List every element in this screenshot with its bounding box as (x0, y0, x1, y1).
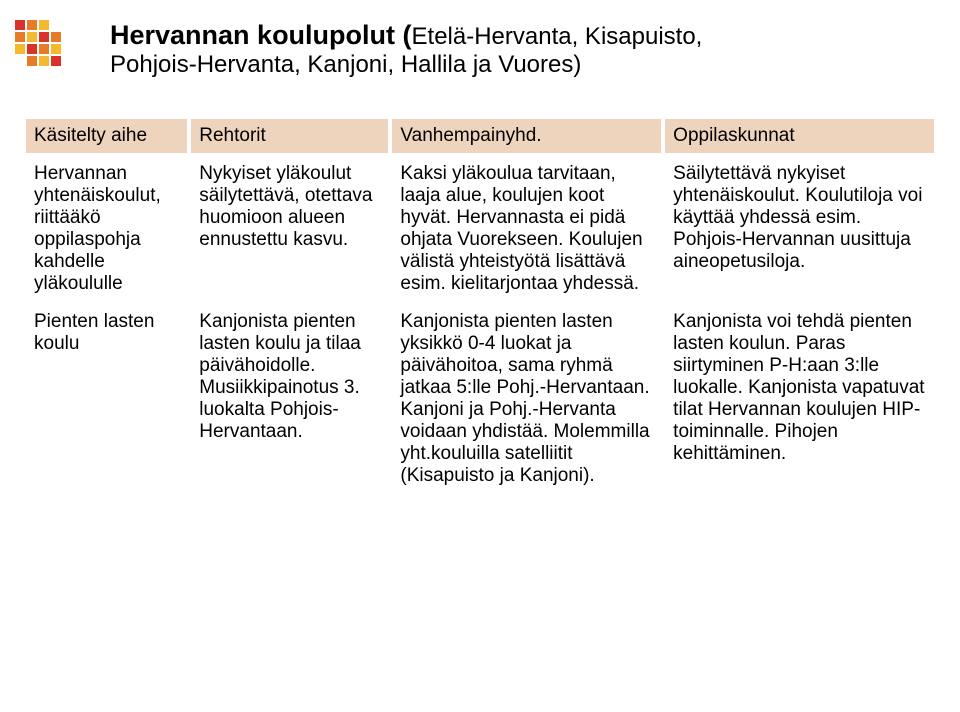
content-table: Käsitelty aihe Rehtorit Vanhempainyhd. O… (22, 115, 938, 497)
cell-oppilas: Kanjonista voi tehdä pienten lasten koul… (665, 305, 934, 493)
col-header-topic: Käsitelty aihe (26, 119, 187, 153)
table-row: Pienten lasten koulu Kanjonista pienten … (26, 305, 934, 493)
col-header-oppilas: Oppilaskunnat (665, 119, 934, 153)
cell-vanhemp: Kanjonista pienten lasten yksikkö 0-4 lu… (392, 305, 661, 493)
col-header-vanhemp: Vanhempainyhd. (392, 119, 661, 153)
cell-topic: Hervannan yhtenäiskoulut, riittääkö oppi… (26, 157, 187, 301)
col-header-rehtorit: Rehtorit (191, 119, 388, 153)
cell-rehtorit: Nykyiset yläkoulut säilytettävä, otettav… (191, 157, 388, 301)
cell-rehtorit: Kanjonista pienten lasten koulu ja tilaa… (191, 305, 388, 493)
cell-topic: Pienten lasten koulu (26, 305, 187, 493)
table-row: Hervannan yhtenäiskoulut, riittääkö oppi… (26, 157, 934, 301)
page-title: Hervannan koulupolut (Etelä-Hervanta, Ki… (110, 20, 850, 79)
table-header-row: Käsitelty aihe Rehtorit Vanhempainyhd. O… (26, 119, 934, 153)
cell-oppilas: Säilytettävä nykyiset yhtenäiskoulut. Ko… (665, 157, 934, 301)
logo (12, 18, 70, 76)
cell-vanhemp: Kaksi yläkoulua tarvitaan, laaja alue, k… (392, 157, 661, 301)
